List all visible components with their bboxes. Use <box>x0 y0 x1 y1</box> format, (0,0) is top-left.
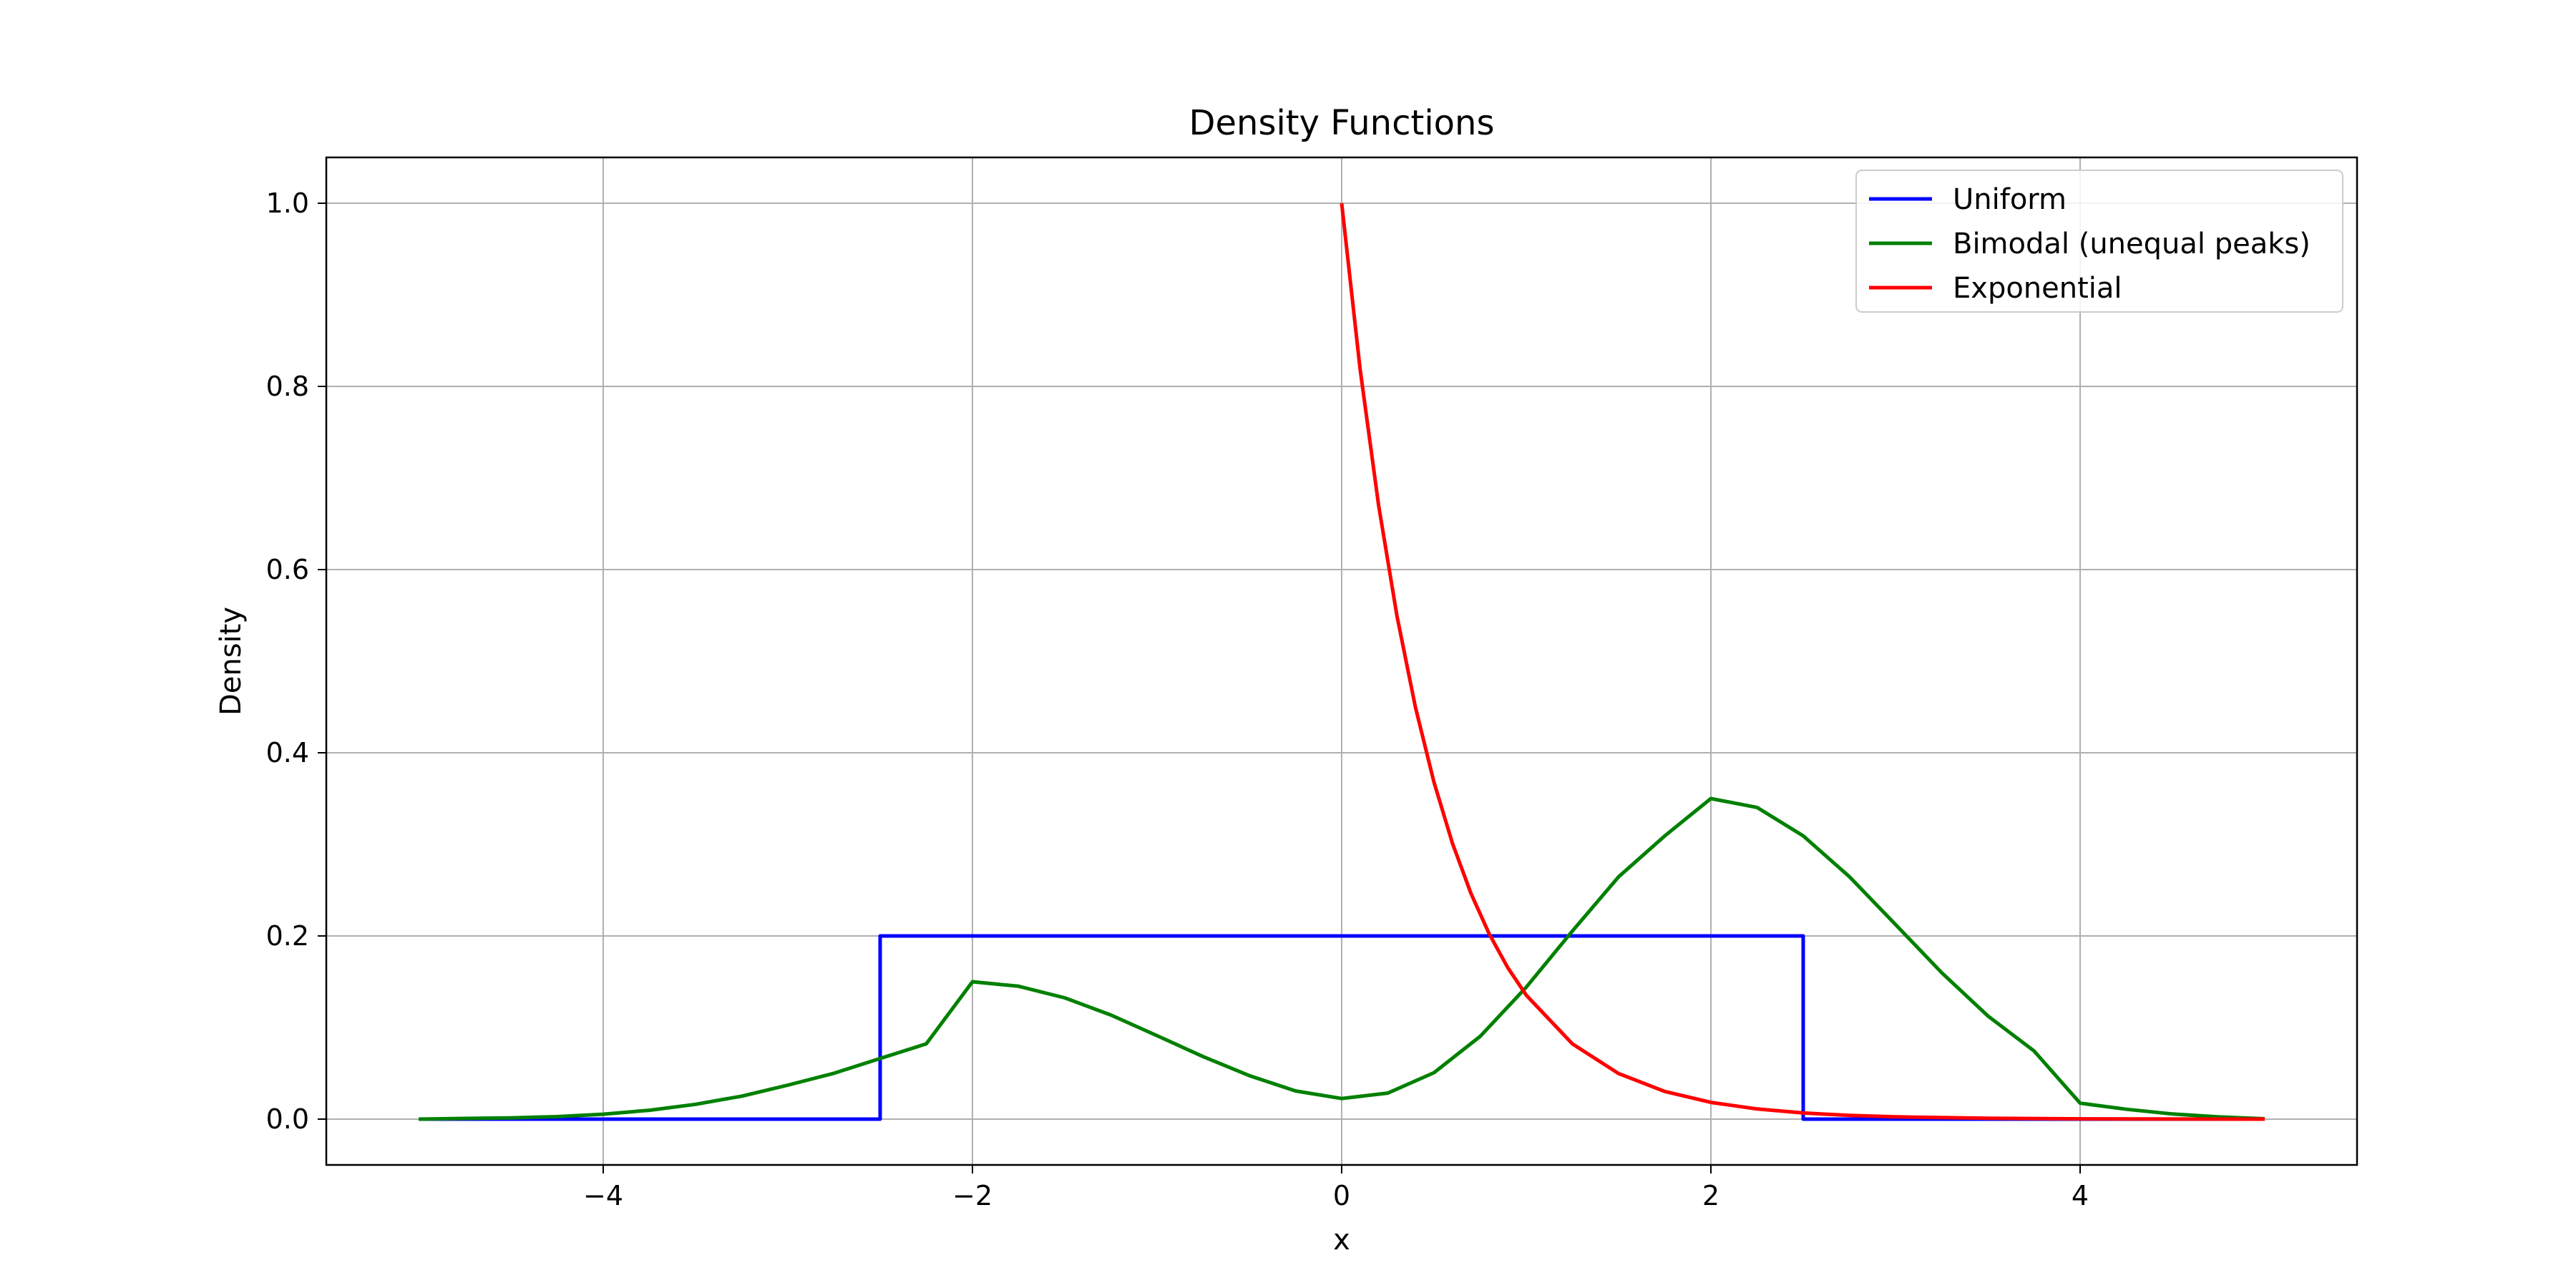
x-tick-label: 0 <box>1333 1180 1350 1211</box>
series-line-exponential <box>1340 203 2265 1121</box>
legend-label: Uniform <box>1953 183 2067 216</box>
y-tick-label: 0.0 <box>266 1103 309 1135</box>
legend-label: Exponential <box>1953 272 2122 305</box>
tick-layer: −4 −2 0 2 4 0.0 0.2 0.4 0.6 0.8 1.0 <box>266 187 2089 1211</box>
legend-box <box>1855 170 2343 313</box>
y-tick-label: 0.6 <box>266 554 309 585</box>
x-tick-label: 2 <box>1702 1180 1719 1211</box>
legend: Uniform Bimodal (unequal peaks) Exponentia… <box>1855 170 2343 313</box>
y-tick-label: 0.4 <box>266 737 309 769</box>
x-axis-label: x <box>1333 1224 1350 1257</box>
x-tick-label: −2 <box>952 1180 992 1211</box>
x-tick-label: −4 <box>583 1180 623 1211</box>
y-axis-label: Density <box>215 607 248 716</box>
legend-label: Bimodal (unequal peaks) <box>1953 228 2311 260</box>
chart-title: Density Functions <box>1189 103 1495 143</box>
x-tick-label: 4 <box>2072 1180 2089 1211</box>
series-line-uniform <box>419 934 2265 1121</box>
series-line-bimodal-unequal-peaks <box>418 796 2265 1121</box>
y-tick-label: 0.2 <box>266 920 309 952</box>
series-layer <box>418 203 2265 1121</box>
y-tick-label: 1.0 <box>266 187 309 219</box>
y-tick-label: 0.8 <box>266 371 309 402</box>
